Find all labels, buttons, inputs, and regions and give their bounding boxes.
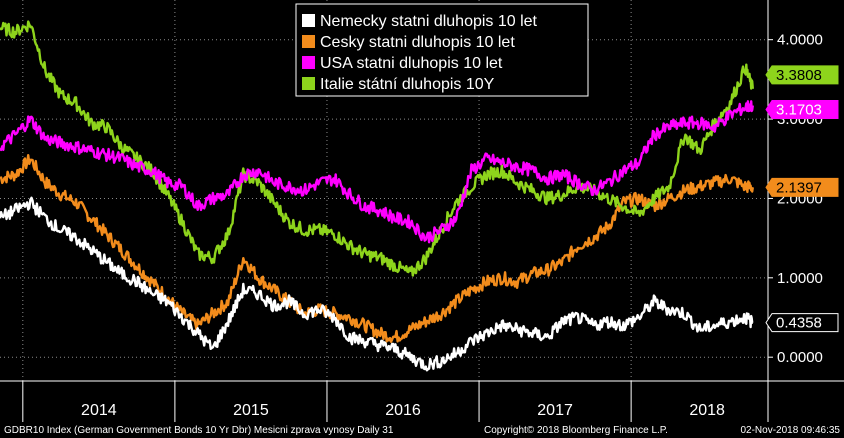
legend-swatch-3 <box>302 56 315 69</box>
series-line-1 <box>0 196 754 372</box>
x-tick-label-1: 2015 <box>233 402 269 419</box>
end-value-labels: 0.4358 2.1397 3.1703 3.3808 <box>765 65 839 333</box>
footer: GDBR10 Index (German Government Bonds 10… <box>0 422 844 438</box>
footer-band <box>0 422 844 438</box>
legend-swatch-4 <box>302 77 315 90</box>
x-axis-band <box>0 381 844 422</box>
end-label-box-4 <box>765 65 839 85</box>
x-tick-label-4: 2018 <box>689 402 725 419</box>
y-tick-label-3: 1.0000 <box>777 270 823 287</box>
legend-box <box>295 3 589 97</box>
end-label-text-2: 2.1397 <box>776 179 822 196</box>
legend-label-1: Nemecky statni dluhopis 10 let <box>320 13 538 30</box>
end-label-box-3 <box>765 100 839 120</box>
legend-label-2: Cesky statni dluhopis 10 let <box>320 34 515 51</box>
x-tick-label-2: 2016 <box>385 402 421 419</box>
end-label-text-3: 3.1703 <box>776 102 822 119</box>
footer-left-text: GDBR10 Index (German Government Bonds 10… <box>4 425 394 436</box>
legend-label-3: USA statni dluhopis 10 let <box>320 55 503 72</box>
end-label-box-2 <box>765 177 839 197</box>
y-tick-label-4: 0.0000 <box>777 349 823 366</box>
footer-timestamp-text: 02-Nov-2018 09:46:35 <box>740 425 840 436</box>
end-label-text-4: 3.3808 <box>776 67 822 84</box>
end-label-text-1: 0.4358 <box>776 315 822 332</box>
legend-swatch-2 <box>302 35 315 48</box>
end-label-box-1 <box>765 313 839 333</box>
footer-copyright-text: Copyright© 2018 Bloomberg Finance L.P. <box>484 425 668 436</box>
series-line-3 <box>0 100 754 244</box>
y-tick-label-0: 4.0000 <box>777 32 823 49</box>
series-line-2 <box>0 153 754 343</box>
legend: Nemecky statni dluhopis 10 let Cesky stat… <box>295 3 589 97</box>
x-tick-label-0: 2014 <box>81 402 117 419</box>
x-tick-label-3: 2017 <box>537 402 573 419</box>
legend-swatch-1 <box>302 14 315 27</box>
series-lines <box>0 20 754 372</box>
legend-label-4: Italie státní dluhopis 10Y <box>320 76 495 93</box>
series-line-4 <box>0 20 754 277</box>
